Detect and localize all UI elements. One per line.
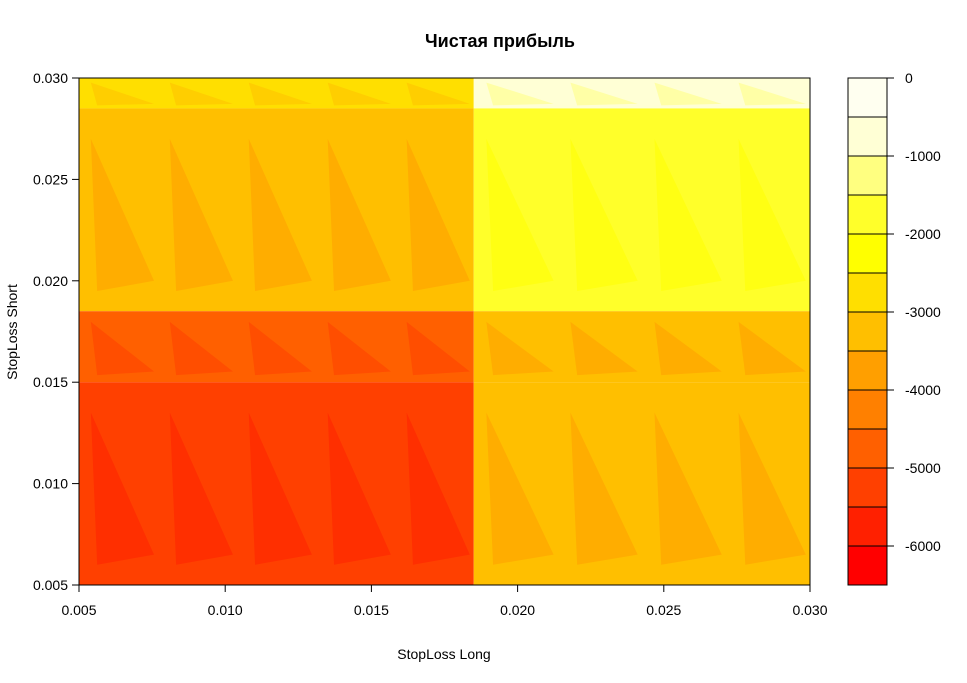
contour-wedge-3-2 — [248, 412, 312, 565]
contour-wedge-4-3 — [738, 82, 806, 106]
colorbar-swatch-11 — [847, 116, 888, 157]
colorbar-tick-label: -4000 — [905, 382, 941, 398]
colorbar-swatch-9 — [847, 194, 888, 235]
y-tick-label: 0.030 — [33, 70, 68, 86]
y-axis: 0.005 0.010 0.015 0.020 0.025 0.030 — [33, 70, 79, 593]
contour-wedge-1-3 — [327, 138, 391, 291]
colorbar-swatch-6 — [847, 311, 888, 352]
colorbar-swatch-10 — [847, 155, 888, 196]
colorbar-swatch-3 — [847, 428, 888, 469]
x-tick-label: 0.025 — [646, 602, 681, 618]
colorbar-swatch-4 — [847, 389, 888, 430]
contour-wedge-3-3 — [327, 412, 391, 565]
contour-wedge-2-4 — [406, 321, 470, 376]
y-axis-label: StopLoss Short — [4, 284, 20, 380]
colorbar-swatch-7 — [847, 272, 888, 313]
contour-wedge-5-0 — [486, 138, 554, 291]
plot-frame — [78, 77, 811, 586]
colorbar-tick-label: -3000 — [905, 304, 941, 320]
contour-wedge-3-4 — [406, 412, 470, 565]
chart-title: Чистая прибыль — [425, 31, 575, 51]
colorbar-frame — [847, 77, 888, 586]
contour-wedge-2-1 — [169, 321, 233, 376]
colorbar-swatch-12 — [847, 77, 888, 118]
colorbar-swatch-8 — [847, 233, 888, 274]
contour-wedge-6-0 — [486, 321, 554, 376]
y-tick-label: 0.015 — [33, 374, 68, 390]
contour-wedge-6-2 — [654, 321, 722, 376]
contour-wedge-7-3 — [738, 412, 806, 565]
contour-wedge-3-0 — [90, 412, 155, 565]
contour-wedge-2-0 — [90, 321, 155, 376]
y-tick-label: 0.010 — [33, 476, 68, 492]
y-tick-label: 0.005 — [33, 577, 68, 593]
contour-wedge-2-3 — [327, 321, 391, 376]
contour-wedge-7-1 — [570, 412, 638, 565]
x-axis-label: StopLoss Long — [397, 646, 490, 662]
y-tick-label: 0.020 — [33, 273, 68, 289]
colorbar-swatch-5 — [847, 350, 888, 391]
colorbar-tick-label: -2000 — [905, 226, 941, 242]
contour-wedge-5-3 — [738, 138, 806, 291]
x-tick-label: 0.020 — [500, 602, 535, 618]
contour-wedge-0-0 — [90, 82, 155, 106]
contour-wedge-1-4 — [406, 138, 470, 291]
contour-wedge-0-4 — [406, 82, 470, 106]
colorbar-swatch-1 — [847, 506, 888, 547]
contour-wedge-7-0 — [486, 412, 554, 565]
contour-wedge-1-0 — [90, 138, 155, 291]
x-tick-label: 0.030 — [792, 602, 827, 618]
contour-wedge-6-3 — [738, 321, 806, 376]
contour-wedge-0-3 — [327, 82, 391, 106]
colorbar: 0 -1000 -2000 -3000 -4000 -5000 -6000 — [847, 70, 941, 586]
x-tick-label: 0.015 — [354, 602, 389, 618]
contour-wedge-0-2 — [248, 82, 312, 106]
x-tick-label: 0.005 — [61, 602, 96, 618]
colorbar-swatch-2 — [847, 467, 888, 508]
x-axis: 0.005 0.010 0.015 0.020 0.025 0.030 — [61, 585, 828, 618]
contour-wedge-4-0 — [486, 82, 554, 106]
contour-wedge-3-1 — [169, 412, 233, 565]
y-tick-label: 0.025 — [33, 171, 68, 187]
x-tick-label: 0.010 — [208, 602, 243, 618]
contour-wedge-0-1 — [169, 82, 233, 106]
contour-texture — [90, 82, 806, 565]
contour-wedge-5-2 — [654, 138, 722, 291]
contour-wedge-5-1 — [570, 138, 638, 291]
contour-wedge-1-1 — [169, 138, 233, 291]
colorbar-tick-label: 0 — [905, 70, 913, 86]
colorbar-swatch-0 — [847, 545, 888, 586]
contour-wedge-6-1 — [570, 321, 638, 376]
contour-wedge-2-2 — [248, 321, 312, 376]
contour-wedge-4-2 — [654, 82, 722, 106]
colorbar-tick-label: -6000 — [905, 538, 941, 554]
contour-wedge-4-1 — [570, 82, 638, 106]
contour-wedge-7-2 — [654, 412, 722, 565]
contour-wedge-1-2 — [248, 138, 312, 291]
colorbar-tick-label: -5000 — [905, 460, 941, 476]
colorbar-tick-label: -1000 — [905, 148, 941, 164]
